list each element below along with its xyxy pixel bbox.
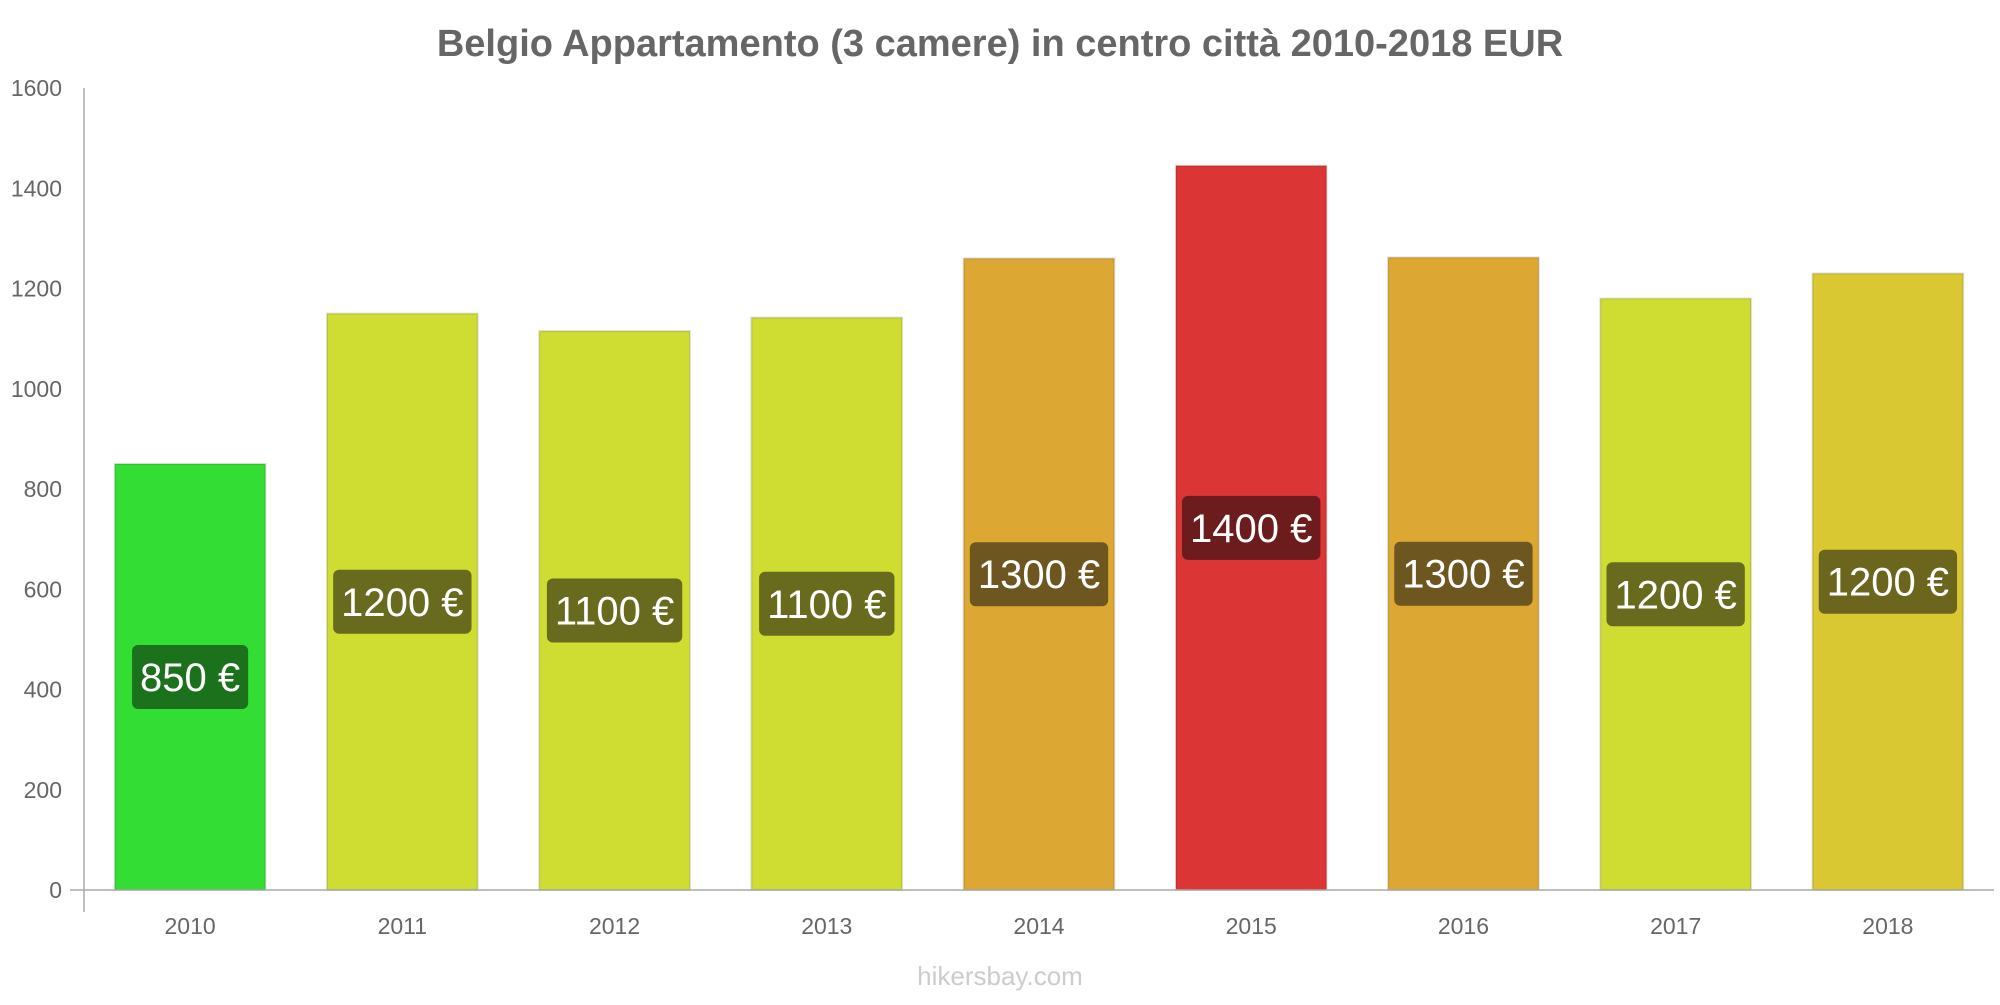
- chart-title: Belgio Appartamento (3 camere) in centro…: [437, 23, 1563, 65]
- value-label-badge: 1200 €: [333, 569, 472, 634]
- value-label-badge: 1200 €: [1818, 549, 1958, 614]
- value-label-background: [1818, 549, 1958, 614]
- y-tick-label: 400: [24, 677, 62, 703]
- y-tick-label: 1400: [11, 175, 62, 201]
- value-label: 1200 €: [341, 581, 463, 625]
- value-label: 1300 €: [1402, 553, 1524, 597]
- x-tick-label: 2011: [378, 913, 427, 939]
- value-label: 1200 €: [1827, 561, 1949, 605]
- y-tick-label: 1200: [11, 276, 62, 302]
- y-tick-label: 1600: [11, 75, 62, 101]
- value-label-badge: 1100 €: [759, 571, 895, 636]
- value-labels-group: 850 € 1200 € 1100 € 1100 € 1300 € 1400 € 1300 …: [132, 495, 1958, 709]
- value-label: 1300 €: [978, 553, 1100, 597]
- watermark: hikersbay.com: [917, 961, 1083, 991]
- value-label-badge: 1100 €: [546, 578, 683, 643]
- value-label: 1200 €: [1614, 573, 1736, 617]
- value-label-background: [132, 644, 249, 709]
- y-tick-label: 1000: [11, 376, 62, 402]
- y-tick-label: 200: [24, 777, 62, 803]
- x-tick-label: 2010: [165, 913, 216, 939]
- x-tick-label: 2012: [589, 913, 640, 939]
- bars-group: [113, 164, 1965, 892]
- value-label-badge: 850 €: [132, 644, 249, 709]
- value-label-background: [759, 571, 895, 636]
- x-tick-label: 2015: [1226, 913, 1277, 939]
- value-label-badge: 1300 €: [1394, 541, 1533, 606]
- value-label-background: [1606, 562, 1745, 627]
- value-label-background: [333, 569, 472, 634]
- value-label: 1400 €: [1190, 507, 1312, 551]
- value-label-background: [969, 542, 1109, 607]
- value-label-background: [1182, 495, 1321, 560]
- x-tick-label: 2014: [1013, 913, 1064, 939]
- value-label-badge: 1300 €: [969, 542, 1109, 607]
- x-tick-label: 2013: [801, 913, 852, 939]
- value-label: 1100 €: [555, 590, 674, 634]
- x-axis-ticks: 2010 2011 2012 2013 2014 2015 2016 2017 2018: [165, 913, 1914, 939]
- x-tick-label: 2018: [1862, 913, 1913, 939]
- y-tick-label: 800: [24, 476, 62, 502]
- x-tick-label: 2017: [1650, 913, 1701, 939]
- y-tick-label: 600: [24, 576, 62, 602]
- y-tick-label: 0: [49, 877, 62, 903]
- y-axis-ticks: 0 200 400 600 800 1000 1200 1400 1600: [11, 75, 62, 903]
- value-label-badge: 1200 €: [1606, 562, 1745, 627]
- value-label-background: [1394, 541, 1533, 606]
- x-tick-label: 2016: [1438, 913, 1489, 939]
- value-label-badge: 1400 €: [1182, 495, 1321, 560]
- value-label-background: [546, 578, 683, 643]
- value-label: 1100 €: [767, 583, 886, 627]
- value-label: 850 €: [140, 656, 240, 700]
